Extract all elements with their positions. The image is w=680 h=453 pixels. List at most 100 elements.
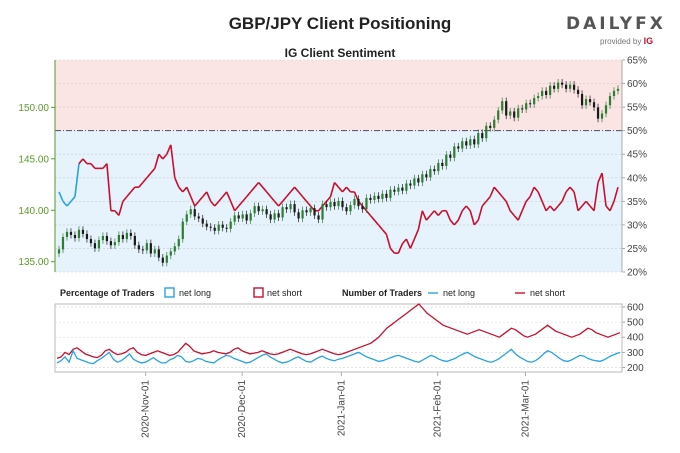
sentiment-line-segment — [266, 191, 272, 198]
sentiment-line-segment — [146, 172, 152, 179]
sentiment-line-segment — [70, 196, 76, 202]
sentiment-line-segment — [126, 191, 132, 198]
candle-body — [604, 105, 608, 114]
sentiment-line-segment — [433, 210, 439, 216]
sentiment-line-segment — [289, 186, 296, 193]
date-tick-label: 2021-Mar-01 — [521, 380, 532, 438]
price-tick-label: 150.00 — [18, 103, 49, 114]
candle-body — [580, 93, 584, 106]
sentiment-line-segment — [609, 201, 615, 212]
candle-body — [221, 224, 224, 228]
candle-body — [145, 243, 148, 251]
sentiment-line-segment — [281, 196, 288, 202]
percent-tick-label: 65% — [627, 56, 647, 67]
candle-body — [533, 98, 536, 105]
sentiment-line-segment — [505, 201, 511, 212]
percent-tick-label: 55% — [627, 103, 647, 114]
sentiment-line-segment — [509, 210, 515, 216]
percent-tick-label: 35% — [627, 197, 647, 208]
candle-body — [461, 141, 464, 149]
candle-body — [325, 204, 328, 208]
sentiment-line-segment — [565, 186, 571, 193]
sentiment-line-segment — [425, 214, 431, 221]
candle-body — [133, 235, 136, 246]
count-tick-label: 400 — [627, 333, 644, 344]
sentiment-line-segment — [437, 210, 443, 216]
candle-body — [529, 103, 532, 105]
sentiment-line-segment — [293, 186, 300, 193]
candle-body — [253, 206, 256, 214]
candle-body — [568, 84, 572, 89]
candle-body — [549, 85, 552, 95]
sentiment-line-segment — [58, 191, 64, 202]
candle-body — [572, 84, 576, 90]
sentiment-line-segment — [174, 177, 180, 188]
sentiment-line-segment — [417, 210, 424, 230]
candle-body — [125, 232, 128, 240]
candle-body — [109, 241, 113, 246]
candle-body — [405, 183, 408, 191]
percent-tick-label: 60% — [627, 79, 647, 90]
legend-net-short-box — [253, 287, 264, 298]
sentiment-line-segment — [78, 158, 84, 165]
candle-body — [169, 251, 172, 256]
candle-body — [513, 111, 516, 118]
candle-body — [449, 154, 452, 158]
candle-body — [137, 245, 140, 250]
sentiment-line-segment — [234, 205, 240, 212]
candle-body — [389, 189, 392, 198]
sentiment-line-segment — [457, 210, 464, 221]
sentiment-line-segment — [274, 200, 280, 207]
sentiment-line-segment — [501, 196, 507, 202]
candle-body — [101, 235, 105, 241]
logo-provided-by-text: provided by — [600, 37, 642, 46]
percent-tick-label: 30% — [627, 220, 647, 231]
candle-body — [321, 204, 324, 220]
sentiment-line-segment — [469, 210, 476, 226]
sentiment-line-segment — [325, 196, 332, 202]
sentiment-line-segment — [158, 153, 164, 160]
candle-body — [61, 237, 65, 250]
candle-body — [612, 90, 616, 97]
sentiment-line-segment — [529, 186, 535, 197]
candle-body — [257, 206, 260, 212]
candle-body — [616, 88, 620, 91]
candle-body — [381, 193, 384, 199]
sentiment-line-segment — [413, 229, 420, 240]
candle-body — [564, 84, 568, 89]
candle-body — [193, 209, 196, 217]
candle-body — [165, 255, 168, 263]
sentiment-line-segment — [182, 186, 188, 193]
sentiment-line-segment — [513, 214, 519, 221]
candle-body — [537, 96, 540, 99]
candle-body — [401, 187, 404, 191]
candle-body — [241, 214, 244, 219]
candle-body — [465, 141, 468, 146]
candle-body — [445, 154, 448, 166]
sentiment-line-segment — [545, 205, 551, 212]
candle-body — [293, 204, 296, 213]
legend-count-short-label: net short — [530, 288, 566, 298]
legend-net-short-label: net short — [267, 288, 303, 298]
sentiment-line-segment — [389, 247, 396, 254]
candle-body — [113, 242, 117, 246]
sentiment-line-segment — [150, 167, 156, 174]
sentiment-line-segment — [337, 186, 344, 193]
count-net-short-line — [56, 303, 621, 360]
price-tick-label: 140.00 — [18, 206, 49, 217]
sentiment-line-segment — [381, 229, 388, 235]
candle-body — [485, 125, 488, 139]
candle-body — [489, 125, 492, 128]
logo-provided-by: provided by IG — [600, 36, 653, 46]
candle-body — [365, 197, 368, 210]
chart-title: GBP/JPY Client Positioning — [228, 14, 452, 33]
sentiment-line-segment — [305, 200, 312, 207]
candle-body — [297, 212, 300, 219]
percent-tick-label: 45% — [627, 150, 647, 161]
candle-body — [417, 178, 420, 183]
candle-body — [281, 207, 284, 218]
percent-tick-label: 50% — [627, 126, 647, 137]
candle-body — [277, 213, 280, 218]
candle-body — [177, 239, 180, 247]
logo-wordmark: DAILYFX — [566, 14, 666, 34]
